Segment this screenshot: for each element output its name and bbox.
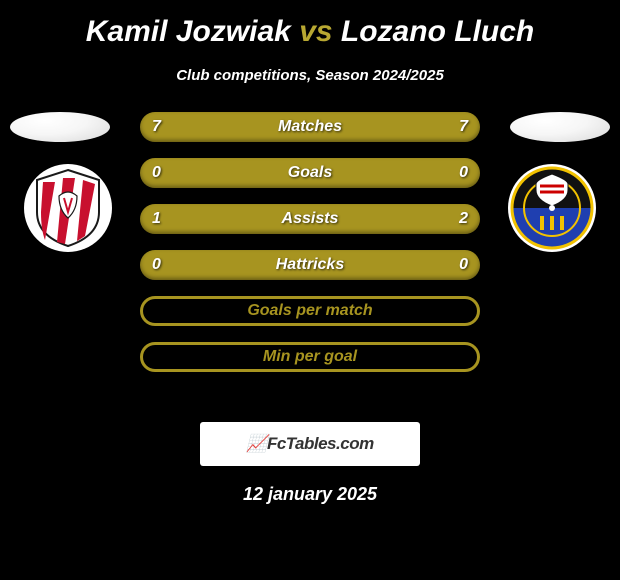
stat-right-value: 7 xyxy=(447,118,480,136)
stat-row: 0Goals0 xyxy=(140,158,480,188)
stat-label: Goals per match xyxy=(247,302,372,320)
player1-name: Kamil Jozwiak xyxy=(86,15,291,48)
player2-crest xyxy=(508,164,596,252)
stat-right-value: 0 xyxy=(447,256,480,274)
granada-crest-icon xyxy=(33,168,103,248)
stat-row: 1Assists2 xyxy=(140,204,480,234)
comparison-stage: 7Matches70Goals01Assists20Hattricks0Goal… xyxy=(0,112,620,412)
stat-left-value: 0 xyxy=(140,164,173,182)
stat-bars: 7Matches70Goals01Assists20Hattricks0Goal… xyxy=(140,112,480,388)
stat-label: Min per goal xyxy=(263,348,357,366)
stat-right-value: 0 xyxy=(447,164,480,182)
stat-label: Matches xyxy=(140,118,480,136)
player2-stand xyxy=(510,112,610,142)
stat-left-value: 0 xyxy=(140,256,173,274)
stat-left-value: 7 xyxy=(140,118,173,136)
branding-badge: 📈FcTables.com xyxy=(200,422,420,466)
stat-row: Goals per match xyxy=(140,296,480,326)
vs-label: vs xyxy=(299,15,332,48)
stat-row: Min per goal xyxy=(140,342,480,372)
stat-row: 0Hattricks0 xyxy=(140,250,480,280)
stat-label: Hattricks xyxy=(140,256,480,274)
comparison-title: Kamil Jozwiak vs Lozano Lluch xyxy=(0,0,620,49)
player1-stand xyxy=(10,112,110,142)
stat-row: 7Matches7 xyxy=(140,112,480,142)
stat-label: Assists xyxy=(140,210,480,228)
stat-label: Goals xyxy=(140,164,480,182)
player1-crest xyxy=(24,164,112,252)
stat-right-value: 2 xyxy=(447,210,480,228)
season-subtitle: Club competitions, Season 2024/2025 xyxy=(0,67,620,84)
fctables-logo-icon: 📈FcTables.com xyxy=(246,434,373,454)
stat-left-value: 1 xyxy=(140,210,173,228)
levante-crest-icon xyxy=(510,166,594,250)
player2-name: Lozano Lluch xyxy=(341,15,534,48)
snapshot-date: 12 january 2025 xyxy=(0,484,620,505)
